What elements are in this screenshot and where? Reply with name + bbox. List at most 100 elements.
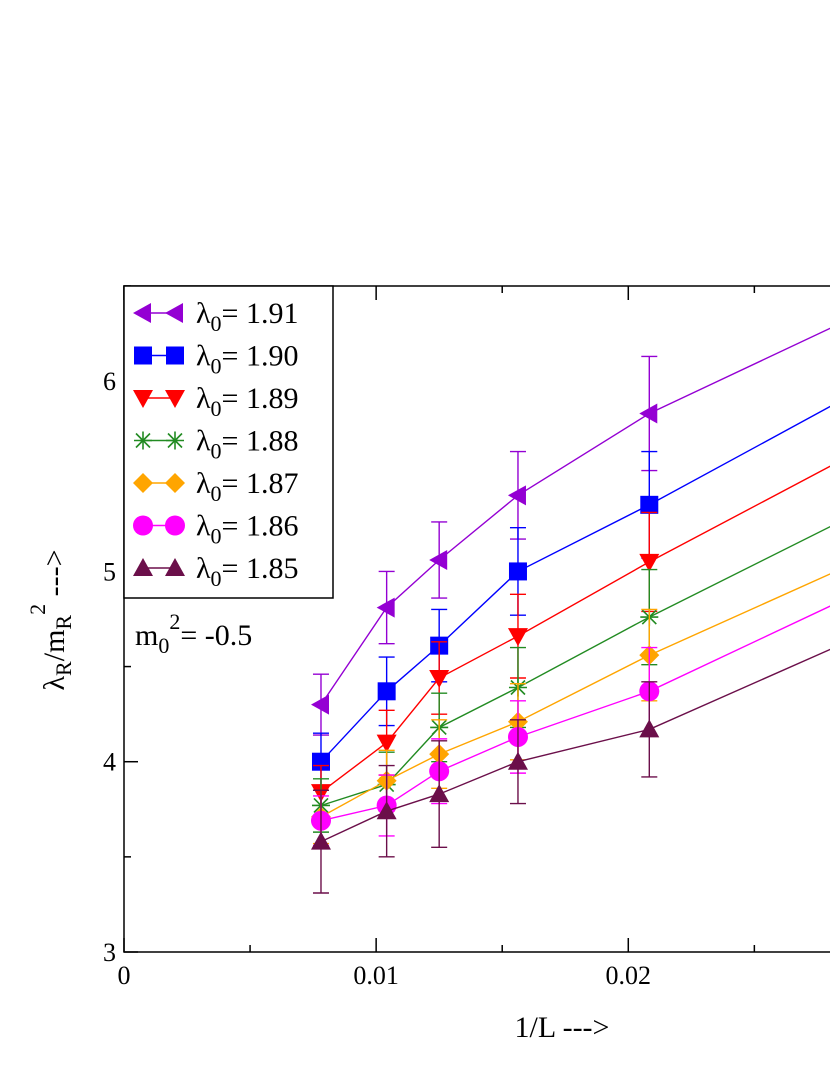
series-6 bbox=[310, 648, 830, 894]
series-2-line bbox=[320, 465, 830, 793]
x-tick-label-2: 0.02 bbox=[606, 961, 652, 990]
legend-item-6-marker-b bbox=[165, 558, 185, 576]
series-6-point-3 bbox=[507, 751, 528, 770]
legend-item-3-sub: 0 bbox=[211, 439, 222, 464]
legend-item-2-marker-b bbox=[165, 390, 185, 408]
annotation-value: = -0.5 bbox=[180, 619, 252, 652]
legend-item-3-sym: λ bbox=[196, 425, 211, 458]
legend-item-2-value: = 1.89 bbox=[222, 382, 299, 415]
series-6-point-2 bbox=[429, 784, 450, 803]
y-title-sub-r1: R bbox=[51, 661, 76, 676]
series-2-point-4 bbox=[639, 553, 660, 572]
legend-item-3-marker-b-d2 bbox=[167, 432, 183, 449]
annotation-sup: 2 bbox=[169, 609, 180, 634]
legend-item-1-marker-a bbox=[134, 346, 152, 365]
legend-item-3-marker-a-d2 bbox=[135, 432, 151, 449]
y-title-slash: /m bbox=[38, 630, 71, 662]
legend-item-6: λ0= 1.85 bbox=[133, 552, 298, 591]
y-tick-label-1: 4 bbox=[103, 748, 116, 777]
series-2-point-3 bbox=[507, 628, 528, 647]
series-4-line bbox=[320, 573, 830, 818]
x-tick-label-1: 0.01 bbox=[353, 961, 399, 990]
legend-item-0-sym: λ bbox=[196, 297, 211, 330]
legend-item-2-label: λ0= 1.89 bbox=[196, 382, 298, 421]
legend-item-6-marker-a bbox=[133, 558, 153, 576]
legend-item-2: λ0= 1.89 bbox=[133, 382, 298, 421]
legend-item-0-value: = 1.91 bbox=[222, 297, 299, 330]
legend-item-6-value: = 1.85 bbox=[222, 552, 299, 585]
y-tick-label-2: 5 bbox=[103, 557, 116, 586]
series-1-point-3 bbox=[508, 562, 527, 581]
series-1 bbox=[311, 405, 830, 791]
y-title-sub-r2: R bbox=[51, 615, 76, 630]
legend-item-2-marker-a bbox=[133, 390, 153, 408]
annotation-m: m bbox=[135, 619, 158, 652]
legend-box bbox=[123, 285, 334, 599]
series-4 bbox=[310, 573, 830, 845]
legend-item-3-marker-b bbox=[166, 431, 184, 450]
series-0-point-2 bbox=[429, 550, 448, 571]
x-axis-title: 1/L ---> bbox=[515, 1011, 610, 1044]
series-6-point-1 bbox=[376, 801, 397, 820]
y-tick-label-3: 6 bbox=[103, 367, 116, 396]
series-6-point-0 bbox=[310, 831, 331, 850]
legend-item-1: λ0= 1.90 bbox=[134, 340, 298, 379]
y-axis-title: λR/mR2 ---> bbox=[25, 550, 76, 691]
legend-item-4-value: = 1.87 bbox=[222, 467, 299, 500]
annotation-m0: m02= -0.5 bbox=[135, 609, 252, 658]
plot-frame bbox=[123, 285, 830, 953]
legend-item-5-marker-a bbox=[133, 515, 153, 536]
legend-item-6-sub: 0 bbox=[211, 566, 222, 591]
y-title-lambda: λ bbox=[38, 675, 71, 690]
legend-item-5-value: = 1.86 bbox=[222, 510, 299, 543]
legend-item-0-sub: 0 bbox=[211, 311, 222, 336]
series-layer bbox=[310, 327, 830, 894]
legend-item-5-sym: λ bbox=[196, 510, 211, 543]
legend-item-6-sym: λ bbox=[196, 552, 211, 585]
legend-item-6-label: λ0= 1.85 bbox=[196, 552, 298, 591]
series-1-point-1 bbox=[377, 682, 396, 701]
series-1-point-4 bbox=[640, 495, 659, 514]
legend-item-5-label: λ0= 1.86 bbox=[196, 510, 298, 549]
legend-item-1-sub: 0 bbox=[211, 354, 222, 379]
y-title-arrow: ---> bbox=[38, 550, 71, 604]
legend-item-5-marker-b bbox=[165, 515, 185, 536]
y-title-sup: 2 bbox=[25, 604, 50, 615]
series-0-point-3 bbox=[507, 485, 526, 506]
legend-item-3-marker-a bbox=[134, 431, 152, 450]
series-5-line bbox=[320, 605, 830, 822]
legend-item-4-marker-a bbox=[133, 473, 153, 493]
legend-item-5-sub: 0 bbox=[211, 524, 222, 549]
series-0 bbox=[310, 327, 830, 736]
legend-item-2-sub: 0 bbox=[211, 396, 222, 421]
legend-item-4-sub: 0 bbox=[211, 481, 222, 506]
legend-item-1-label: λ0= 1.90 bbox=[196, 340, 298, 379]
legend-item-4-marker-b bbox=[165, 473, 185, 493]
series-0-point-4 bbox=[639, 403, 658, 424]
legend-item-0-label: λ0= 1.91 bbox=[196, 297, 298, 336]
x-tick-label-0: 0 bbox=[118, 961, 131, 990]
legend-item-5: λ0= 1.86 bbox=[133, 510, 298, 549]
legend-item-0-marker-b bbox=[165, 303, 183, 323]
series-6-line bbox=[320, 648, 830, 843]
plot-border bbox=[123, 285, 830, 953]
legend-item-1-marker-b bbox=[166, 346, 184, 365]
legend-item-0: λ0= 1.91 bbox=[133, 297, 298, 336]
y-tick-label-0: 3 bbox=[103, 938, 116, 967]
series-0-point-1 bbox=[376, 597, 395, 618]
legend-item-1-value: = 1.90 bbox=[222, 340, 299, 373]
annotation-sub: 0 bbox=[158, 633, 169, 658]
series-0-point-0 bbox=[310, 694, 329, 715]
legend-item-1-sym: λ bbox=[196, 340, 211, 373]
series-2-point-1 bbox=[376, 734, 397, 753]
legend-item-0-marker-a bbox=[133, 303, 151, 323]
series-2-point-2 bbox=[429, 669, 450, 688]
series-1-line bbox=[320, 405, 830, 763]
legend-item-3: λ0= 1.88 bbox=[134, 425, 298, 464]
legend-item-2-sym: λ bbox=[196, 382, 211, 415]
legend-item-3-value: = 1.88 bbox=[222, 425, 299, 458]
legend-item-4: λ0= 1.87 bbox=[133, 467, 298, 506]
series-0-line bbox=[320, 327, 830, 705]
